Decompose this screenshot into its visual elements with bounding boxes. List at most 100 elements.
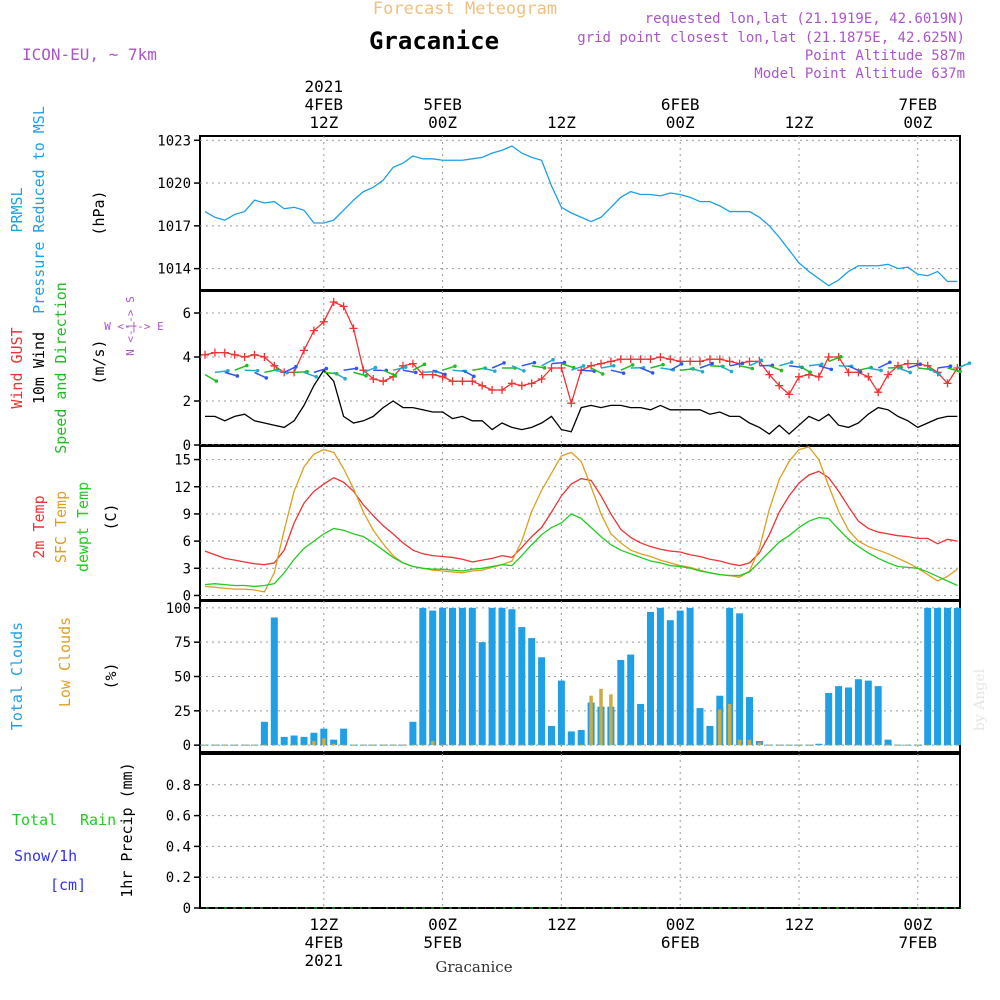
wind-arrow-head — [750, 366, 755, 371]
y-tick-label: 4 — [183, 350, 191, 366]
wind-arrow — [769, 365, 782, 372]
wind-arrow-head — [364, 373, 368, 378]
bar-total-clouds — [409, 721, 417, 746]
wind-arrow-head — [264, 376, 269, 380]
bar-low-clouds — [599, 688, 603, 746]
wind-dir-label: Speed and Direction — [52, 282, 70, 454]
bar-total-clouds — [548, 725, 555, 746]
top-time-label: 2021 — [305, 77, 344, 96]
y-tick-label: 1020 — [157, 176, 191, 192]
bar-low-clouds — [322, 738, 326, 746]
wind-arrow-head — [740, 361, 745, 366]
top-time-label: 00Z — [903, 113, 932, 132]
svg-text:N <-|-> S: N <-|-> S — [124, 296, 137, 356]
low-clouds-label: Low Clouds — [56, 617, 74, 707]
gust-marker — [626, 355, 635, 364]
snow-label: Snow/1h — [14, 847, 77, 865]
wind-arrow — [511, 365, 525, 372]
bar-total-clouds — [686, 607, 694, 746]
wind-arrow-head — [562, 360, 567, 365]
wind-arrow-head — [493, 369, 497, 373]
plot-area: 1014101710201023024603691215025507510000… — [157, 77, 972, 970]
gust-marker — [329, 298, 338, 306]
gust-marker — [498, 386, 506, 394]
compass-icon: N <-|-> S W <-|-> E — [104, 296, 164, 356]
bar-total-clouds — [300, 736, 308, 746]
wind-arrow — [590, 367, 604, 375]
wind-arrow — [907, 363, 921, 369]
bar-total-clouds — [468, 607, 476, 746]
wind-arrow-head — [314, 375, 319, 379]
series-10m-wind — [205, 369, 958, 435]
gust-marker — [775, 381, 784, 390]
bar-total-clouds — [874, 686, 882, 746]
wind-arrow — [719, 365, 732, 373]
bar-total-clouds — [439, 607, 447, 746]
bottom-time-label: 12Z — [547, 915, 576, 934]
gust-marker — [507, 379, 516, 388]
temp-unit: (C) — [102, 503, 120, 530]
gust-marker — [616, 355, 625, 364]
series-wind-gust — [204, 301, 958, 406]
wind-arrow — [868, 367, 882, 372]
wind-arrow-head — [729, 369, 734, 374]
wind-arrow-head — [908, 370, 913, 375]
gust-marker — [557, 364, 566, 372]
wind-arrow — [581, 369, 595, 372]
bottom-time-label: 4FEB — [305, 933, 344, 952]
y-tick-label: 6 — [183, 534, 191, 550]
bar-total-clouds — [736, 613, 744, 746]
wind-arrow-head — [214, 379, 219, 383]
wind-arrow-head — [551, 357, 555, 362]
gust-marker — [547, 364, 556, 372]
top-time-label: 12Z — [309, 113, 338, 132]
bar-total-clouds — [617, 660, 625, 746]
y-tick-label: 75 — [174, 635, 191, 651]
temp2m-label: 2m Temp — [30, 495, 48, 558]
panel-frame-0 — [199, 135, 961, 291]
bottom-time-label: 00Z — [666, 915, 695, 934]
wind-arrow — [294, 370, 308, 374]
bar-total-clouds — [934, 607, 942, 746]
bar-total-clouds — [706, 725, 714, 746]
wind-arrow-head — [255, 368, 260, 373]
bottom-time-label: 5FEB — [423, 933, 462, 952]
y-tick-label: 9 — [183, 507, 191, 523]
y-tick-label: 3 — [183, 561, 191, 577]
gust-marker — [785, 390, 794, 399]
top-time-label: 5FEB — [423, 95, 462, 114]
wind-arrow — [778, 361, 792, 367]
wind-arrow — [739, 365, 753, 370]
bottom-time-label: 2021 — [305, 951, 344, 970]
wind-arrow — [888, 366, 902, 369]
gust-marker — [240, 353, 249, 361]
gust-marker — [567, 399, 576, 408]
wind-arrow-head — [354, 366, 359, 371]
wind-arrow-head — [948, 364, 953, 368]
wind-arrow — [333, 371, 346, 380]
bar-low-clouds — [757, 742, 762, 746]
bar-total-clouds — [627, 654, 635, 746]
gust-marker — [844, 368, 853, 377]
wind-arrow-head — [343, 376, 347, 381]
wind-arrow-head — [820, 362, 824, 367]
temp-labels: 2m Temp SFC Temp dewpt Temp (C) — [30, 482, 120, 572]
wind-arrow — [689, 367, 703, 373]
panel-frame-4 — [199, 753, 961, 909]
bar-total-clouds — [518, 627, 526, 746]
bar-total-clouds — [835, 686, 843, 746]
series-dewpt-temp — [204, 513, 958, 588]
wind-arrow — [680, 368, 694, 371]
gust-marker — [458, 377, 467, 386]
footer-location: Gracanice — [435, 958, 512, 976]
sfc-temp-label: SFC Temp — [52, 491, 70, 563]
gust-marker — [606, 357, 615, 366]
bar-total-clouds — [944, 607, 951, 746]
wind-arrow — [521, 361, 535, 367]
bar-total-clouds — [270, 617, 278, 746]
gust-marker — [359, 366, 368, 375]
bar-total-clouds — [419, 607, 427, 746]
wind-arrow-head — [414, 370, 418, 375]
wind-arrow-head — [453, 364, 457, 368]
